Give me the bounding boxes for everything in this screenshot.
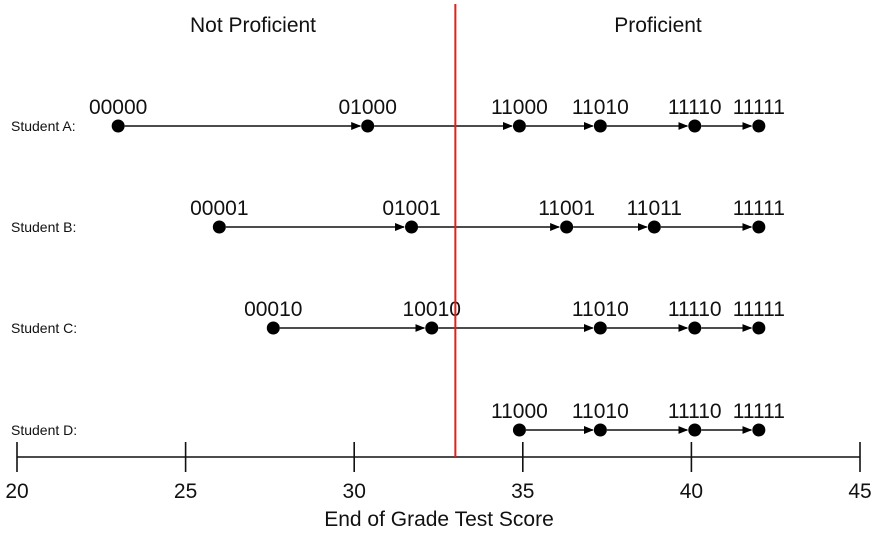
student-row: Student C: 00010 10010 11010 11110 11111 — [11, 298, 785, 336]
student-row: Student A: 00000 01000 11000 11010 11110 11111 — [11, 96, 785, 134]
score-point — [593, 423, 607, 437]
student-row: Student B: 00001 01001 11001 11011 11111 — [11, 197, 785, 235]
student-label: Student C: — [11, 320, 77, 336]
score-point — [512, 119, 526, 133]
response-pattern-label: 00000 — [89, 96, 147, 119]
student-rows: Student A: 00000 01000 11000 11010 11110 11111… — [11, 96, 785, 438]
student-label: Student B: — [11, 219, 76, 235]
response-pattern-label: 11110 — [668, 400, 722, 423]
score-point — [512, 423, 526, 437]
score-point — [752, 119, 766, 133]
score-point — [688, 119, 702, 133]
response-pattern-label: 11010 — [572, 96, 629, 119]
axis-title: End of Grade Test Score — [324, 508, 554, 531]
response-pattern-label: 11111 — [733, 298, 785, 321]
axis-tick-label: 35 — [511, 480, 534, 503]
score-point — [593, 119, 607, 133]
response-pattern-label: 11001 — [538, 197, 595, 220]
score-point — [752, 321, 766, 335]
response-pattern-label: 11011 — [627, 197, 682, 220]
score-point — [560, 220, 574, 234]
response-pattern-label: 01000 — [338, 96, 396, 119]
student-row: Student D: 11000 11010 11110 11111 — [11, 400, 785, 438]
score-point — [111, 119, 125, 133]
response-pattern-label: 11000 — [491, 400, 548, 423]
axis-tick-label: 45 — [848, 480, 871, 503]
student-label: Student A: — [11, 118, 76, 134]
score-point — [688, 321, 702, 335]
score-point — [212, 220, 226, 234]
response-pattern-label: 10010 — [403, 298, 461, 321]
axis-tick-label: 30 — [343, 480, 366, 503]
score-point — [688, 423, 702, 437]
response-pattern-label: 11111 — [733, 197, 785, 220]
response-pattern-label: 00001 — [190, 197, 248, 220]
response-pattern-label: 11110 — [668, 298, 722, 321]
axis-tick-label: 40 — [680, 480, 703, 503]
response-pattern-label: 11111 — [733, 96, 785, 119]
score-point — [752, 423, 766, 437]
response-pattern-label: 11000 — [491, 96, 548, 119]
region-label-not-proficient: Not Proficient — [190, 14, 316, 37]
axis-tick-label: 20 — [5, 480, 28, 503]
response-pattern-label: 00010 — [244, 298, 302, 321]
response-pattern-label: 11110 — [668, 96, 722, 119]
score-point — [593, 321, 607, 335]
score-point — [647, 220, 661, 234]
score-point — [405, 220, 419, 234]
region-label-proficient: Proficient — [614, 14, 702, 37]
score-point — [361, 119, 375, 133]
response-pattern-label: 11010 — [572, 298, 629, 321]
axis-tick-label: 25 — [174, 480, 197, 503]
response-pattern-label: 11111 — [733, 400, 785, 423]
score-point — [266, 321, 280, 335]
score-axis: 20 25 30 35 40 45 — [5, 442, 872, 503]
student-label: Student D: — [11, 422, 77, 438]
score-point — [425, 321, 439, 335]
response-pattern-label: 01001 — [382, 197, 440, 220]
response-pattern-label: 11010 — [572, 400, 629, 423]
score-point — [752, 220, 766, 234]
